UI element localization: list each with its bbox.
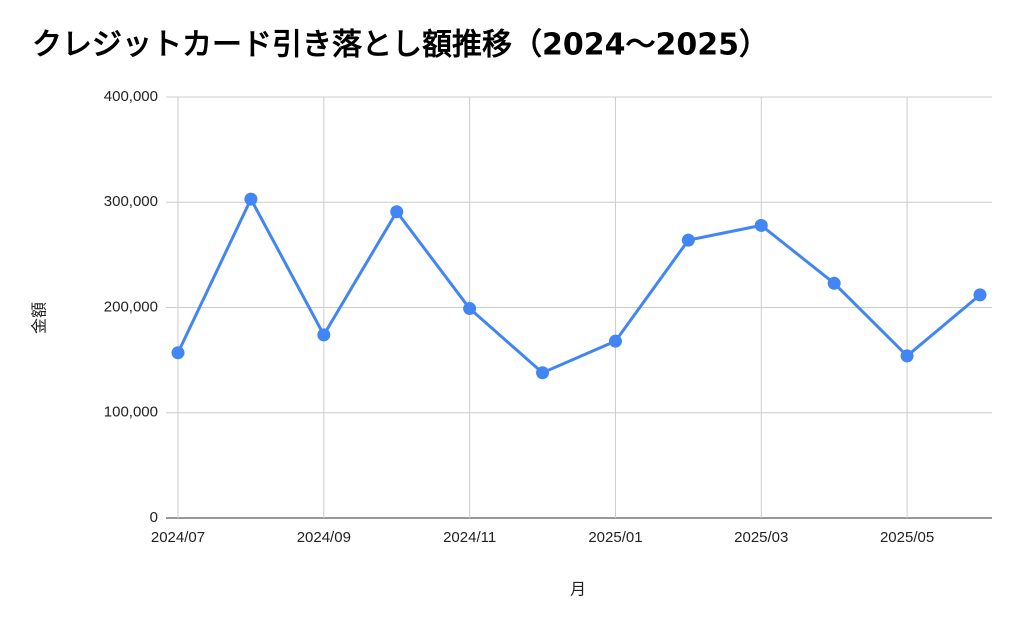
y-axis-title: 金額 <box>30 302 49 334</box>
y-tick-label: 300,000 <box>104 193 158 210</box>
data-point <box>390 205 404 219</box>
data-point <box>608 334 622 348</box>
x-tick-label: 2025/01 <box>588 529 642 546</box>
data-point <box>463 302 477 316</box>
x-tick-label: 2025/03 <box>734 529 788 546</box>
y-tick-label: 0 <box>150 509 158 526</box>
data-point <box>536 366 550 380</box>
y-tick-label: 200,000 <box>104 298 158 315</box>
series-line <box>176 197 981 375</box>
data-point <box>973 288 987 302</box>
x-tick-label: 2025/05 <box>880 529 934 546</box>
data-point <box>754 218 768 232</box>
y-tick-label: 400,000 <box>104 88 158 105</box>
y-tick-label: 100,000 <box>104 404 158 421</box>
x-tick-label: 2024/11 <box>443 529 496 546</box>
x-tick-label: 2024/09 <box>297 529 351 546</box>
data-point <box>900 349 914 363</box>
x-axis-title: 月 <box>570 580 586 599</box>
chart-title: クレジットカード引き落とし額推移（2024〜2025） <box>32 28 769 63</box>
data-point <box>827 276 841 290</box>
data-point <box>171 346 185 360</box>
data-point <box>244 192 258 206</box>
x-tick-label: 2024/07 <box>151 529 205 546</box>
data-point <box>681 233 695 247</box>
data-point <box>317 328 331 342</box>
